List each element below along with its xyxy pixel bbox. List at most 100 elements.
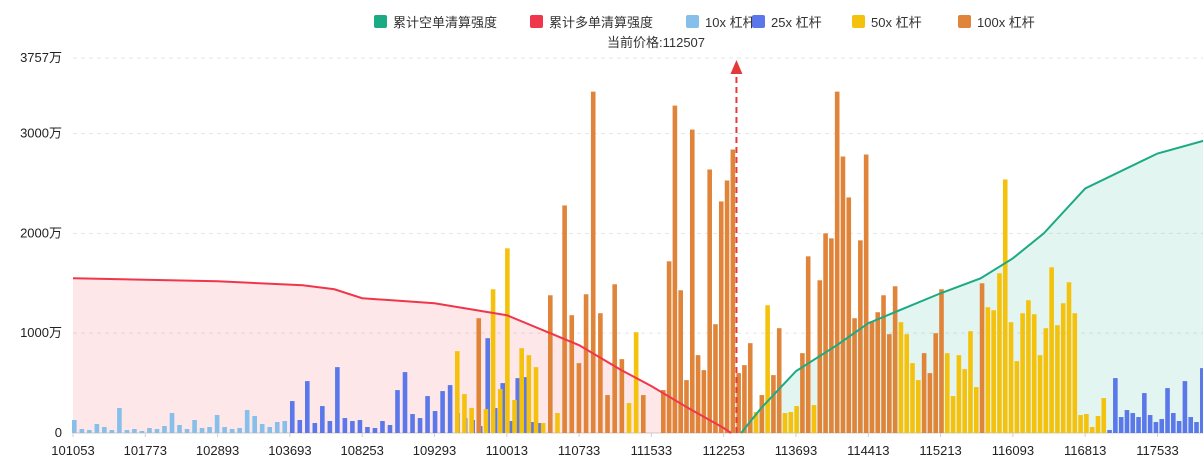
- bar-right[interactable]: [1171, 413, 1176, 433]
- legend-swatch[interactable]: [374, 15, 387, 28]
- bar-mid[interactable]: [540, 423, 546, 433]
- bar-left[interactable]: [305, 381, 310, 433]
- bar-right[interactable]: [1043, 328, 1049, 433]
- bar-right[interactable]: [811, 405, 817, 433]
- bar-left[interactable]: [79, 429, 85, 433]
- bar-right[interactable]: [881, 295, 886, 433]
- bar-left[interactable]: [222, 427, 227, 433]
- bar-right[interactable]: [1136, 417, 1141, 433]
- short-liq-line[interactable]: [740, 111, 1203, 434]
- bar-left[interactable]: [440, 391, 445, 433]
- bar-right[interactable]: [1002, 179, 1008, 433]
- bar-left[interactable]: [327, 421, 333, 433]
- bar-left[interactable]: [109, 430, 115, 433]
- bar-right[interactable]: [1049, 267, 1054, 433]
- bar-right[interactable]: [1182, 381, 1188, 433]
- bar-right[interactable]: [829, 238, 834, 433]
- bar-right[interactable]: [672, 105, 678, 434]
- bar-right[interactable]: [1066, 282, 1072, 433]
- bar-left[interactable]: [312, 423, 318, 433]
- legend-label[interactable]: 50x 杠杆: [871, 15, 922, 30]
- bar-mid[interactable]: [598, 313, 603, 433]
- bar-left[interactable]: [214, 415, 220, 433]
- bar-mid[interactable]: [555, 413, 560, 433]
- bar-right[interactable]: [724, 180, 730, 433]
- bar-left[interactable]: [184, 429, 190, 433]
- bar-right[interactable]: [846, 197, 852, 433]
- bar-right[interactable]: [661, 390, 666, 433]
- bar-mid[interactable]: [619, 359, 625, 433]
- bar-mid[interactable]: [519, 348, 524, 433]
- bar-left[interactable]: [192, 420, 197, 433]
- bar-left[interactable]: [237, 428, 242, 433]
- bar-right[interactable]: [742, 365, 747, 433]
- bar-right[interactable]: [962, 369, 967, 433]
- bar-right[interactable]: [1101, 398, 1107, 433]
- bar-left[interactable]: [297, 420, 303, 433]
- bar-right[interactable]: [927, 373, 933, 433]
- bar-right[interactable]: [1118, 417, 1124, 433]
- bar-left[interactable]: [147, 428, 152, 433]
- bar-right[interactable]: [898, 322, 904, 433]
- legend-label[interactable]: 累计多单清算强度: [549, 15, 653, 30]
- bar-right[interactable]: [950, 396, 956, 433]
- bar-left[interactable]: [72, 420, 77, 433]
- bar-mid[interactable]: [455, 351, 460, 433]
- legend-swatch[interactable]: [852, 15, 865, 28]
- bar-left[interactable]: [350, 421, 355, 433]
- bar-left[interactable]: [102, 427, 107, 433]
- bar-right[interactable]: [910, 363, 915, 433]
- legend-swatch[interactable]: [530, 15, 543, 28]
- bar-left[interactable]: [289, 401, 295, 433]
- bar-right[interactable]: [858, 240, 863, 433]
- bar-left[interactable]: [132, 429, 137, 433]
- bar-right[interactable]: [1107, 430, 1112, 433]
- bar-right[interactable]: [805, 256, 811, 433]
- bar-left[interactable]: [207, 427, 212, 433]
- bar-mid[interactable]: [590, 91, 596, 433]
- bar-right[interactable]: [753, 412, 759, 433]
- legend-swatch[interactable]: [752, 15, 765, 28]
- bar-right[interactable]: [968, 331, 973, 433]
- bar-right[interactable]: [840, 156, 846, 433]
- bar-left[interactable]: [259, 424, 265, 433]
- bar-right[interactable]: [1078, 415, 1083, 433]
- bar-right[interactable]: [1194, 422, 1199, 433]
- bar-mid[interactable]: [526, 355, 532, 433]
- legend-swatch[interactable]: [686, 15, 699, 28]
- bar-right[interactable]: [1188, 417, 1194, 433]
- bar-mid[interactable]: [569, 315, 575, 433]
- bar-right[interactable]: [666, 261, 672, 433]
- bar-right[interactable]: [997, 273, 1002, 433]
- bar-right[interactable]: [730, 149, 736, 433]
- bar-right[interactable]: [892, 286, 898, 433]
- legend-swatch[interactable]: [958, 15, 971, 28]
- bar-right[interactable]: [1153, 422, 1159, 433]
- bar-right[interactable]: [921, 353, 927, 433]
- bar-mid[interactable]: [641, 395, 646, 433]
- bar-left[interactable]: [387, 425, 393, 433]
- bar-right[interactable]: [765, 305, 770, 433]
- bar-left[interactable]: [357, 420, 363, 433]
- long-liq-line[interactable]: [72, 277, 732, 434]
- bar-mid[interactable]: [512, 400, 517, 433]
- bar-right[interactable]: [782, 413, 788, 433]
- bar-right[interactable]: [887, 334, 892, 433]
- bar-left[interactable]: [252, 416, 257, 433]
- legend-label[interactable]: 25x 杠杆: [771, 15, 822, 30]
- legend-label[interactable]: 100x 杠杆: [977, 15, 1035, 30]
- bar-left[interactable]: [425, 396, 430, 433]
- bar-mid[interactable]: [583, 294, 589, 433]
- bar-right[interactable]: [776, 328, 782, 433]
- bar-right[interactable]: [701, 370, 707, 433]
- bar-right[interactable]: [1147, 415, 1153, 433]
- bar-right[interactable]: [852, 318, 857, 433]
- bar-right[interactable]: [1176, 421, 1182, 433]
- bar-left[interactable]: [199, 428, 205, 433]
- bar-right[interactable]: [1026, 300, 1031, 433]
- bar-mid[interactable]: [562, 205, 567, 433]
- bar-right[interactable]: [834, 91, 840, 433]
- bar-left[interactable]: [267, 427, 273, 433]
- bar-left[interactable]: [282, 421, 288, 433]
- bar-right[interactable]: [823, 233, 828, 433]
